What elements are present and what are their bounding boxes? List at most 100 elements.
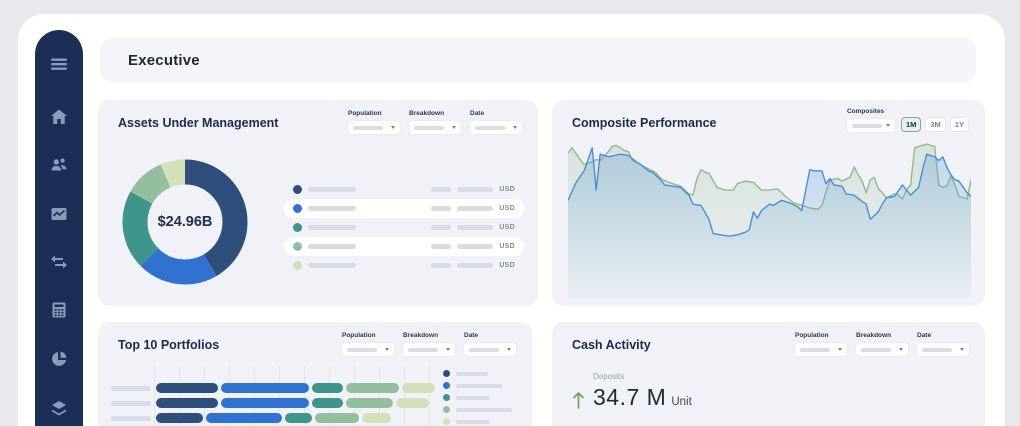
bar-segment[interactable] [206,413,282,423]
home-icon[interactable] [49,107,69,127]
aum-legend-row[interactable]: USD [284,180,524,199]
select-placeholder [861,347,891,352]
bar-segment[interactable] [221,383,309,393]
legend-label-placeholder [456,371,488,376]
filter-population: Population [348,110,400,134]
aum-legend-row[interactable]: USD [284,256,524,275]
chevron-down-icon [446,348,450,351]
currency-label: USD [499,224,515,231]
legend-dot [293,242,302,251]
filter-label-breakdown: Breakdown [403,332,439,339]
deposits-label: Deposits [593,372,625,381]
legend-dot [293,261,302,270]
bar-segment[interactable] [346,398,393,408]
legend-dot [443,370,450,377]
bar-segment[interactable] [156,383,218,393]
breakdown-select[interactable] [856,343,908,356]
aum-filters: Population Breakdown Date [348,110,522,134]
legend-dot [443,406,450,413]
filter-label-population: Population [348,110,382,117]
bar-segment[interactable] [221,398,309,408]
select-placeholder [408,347,438,352]
legend-name-placeholder [308,225,356,230]
chevron-down-icon [452,126,456,129]
performance-chart-icon[interactable] [49,204,69,224]
bar-segment[interactable] [156,413,203,423]
donut-svg [122,159,248,285]
breakdown-select[interactable] [409,121,461,134]
allocation-pie-icon[interactable] [49,349,69,369]
legend-value-placeholder [431,244,452,249]
cash-card-title: Cash Activity [572,338,651,352]
aum-card: Assets Under Management Population Break… [98,100,538,306]
chevron-down-icon [385,348,389,351]
legend-label-placeholder [456,407,512,412]
menu-icon[interactable] [49,54,69,74]
portfolio-bar-row [111,398,435,408]
select-placeholder [475,125,505,130]
bar-segment[interactable] [285,413,312,423]
filter-label-composites: Composites [846,108,885,115]
top10-legend-row[interactable] [443,418,512,425]
filter-label-date: Date [470,110,485,117]
bar-segment[interactable] [346,383,399,393]
legend-value-placeholder [431,187,452,192]
date-select[interactable] [464,343,516,356]
layers-icon[interactable] [49,398,69,418]
bar-segment[interactable] [312,383,343,393]
cash-activity-card: Cash Activity Population Breakdown Date … [552,322,985,426]
app-panel: Executive Assets Under Management Popula… [18,14,1005,426]
population-select[interactable] [348,121,400,134]
bar-segment[interactable] [402,383,435,393]
bar-segment[interactable] [156,398,218,408]
legend-name-placeholder [308,244,356,249]
aum-total-value: $24.96B [157,214,213,230]
select-placeholder [414,125,444,130]
range-button-1y[interactable]: 1Y [949,117,969,132]
bar-segment[interactable] [396,398,429,408]
aum-donut-chart[interactable]: $24.96B [122,159,248,285]
legend-name-placeholder [308,187,356,192]
select-placeholder [353,125,383,130]
top10-card-title: Top 10 Portfolios [118,338,220,352]
composite-controls: Composites 1M 3M 1Y [846,108,969,132]
legend-name-placeholder [308,206,356,211]
chevron-down-icon [507,348,511,351]
range-button-1m[interactable]: 1M [900,117,922,132]
population-select[interactable] [342,343,394,356]
date-select[interactable] [470,121,522,134]
bar-segment[interactable] [362,413,391,423]
bar-segment[interactable] [315,413,359,423]
legend-dot [293,204,302,213]
legend-label-placeholder [456,395,490,400]
select-placeholder [469,347,499,352]
transfers-icon[interactable] [49,252,69,272]
legend-dot [293,223,302,232]
aum-legend-row[interactable]: USD [284,218,524,237]
filter-label-date: Date [464,332,479,339]
population-select[interactable] [795,343,847,356]
deposits-unit: Unit [671,396,692,408]
deposits-kpi: Deposits 34.7 M Unit [572,372,692,415]
top10-legend-row[interactable] [443,394,512,401]
select-placeholder [800,347,830,352]
aum-legend-row[interactable]: USD [284,199,524,218]
top10-legend-row[interactable] [443,406,512,413]
legend-amount-placeholder [457,225,494,230]
legend-dot [443,382,450,389]
breakdown-select[interactable] [403,343,455,356]
range-button-3m[interactable]: 3M [925,117,946,132]
date-select[interactable] [917,343,969,356]
legend-dot [443,418,450,425]
portfolio-label-placeholder [111,385,151,391]
aum-legend-row[interactable]: USD [284,237,524,256]
users-icon[interactable] [49,155,69,175]
legend-amount-placeholder [457,187,494,192]
top10-legend-row[interactable] [443,370,512,377]
top10-legend-row[interactable] [443,382,512,389]
bar-segment[interactable] [312,398,343,408]
composites-select[interactable] [846,119,895,132]
calculator-icon[interactable] [49,300,69,320]
portfolio-label-placeholder [111,415,151,421]
filter-composites: Composites [846,108,895,132]
